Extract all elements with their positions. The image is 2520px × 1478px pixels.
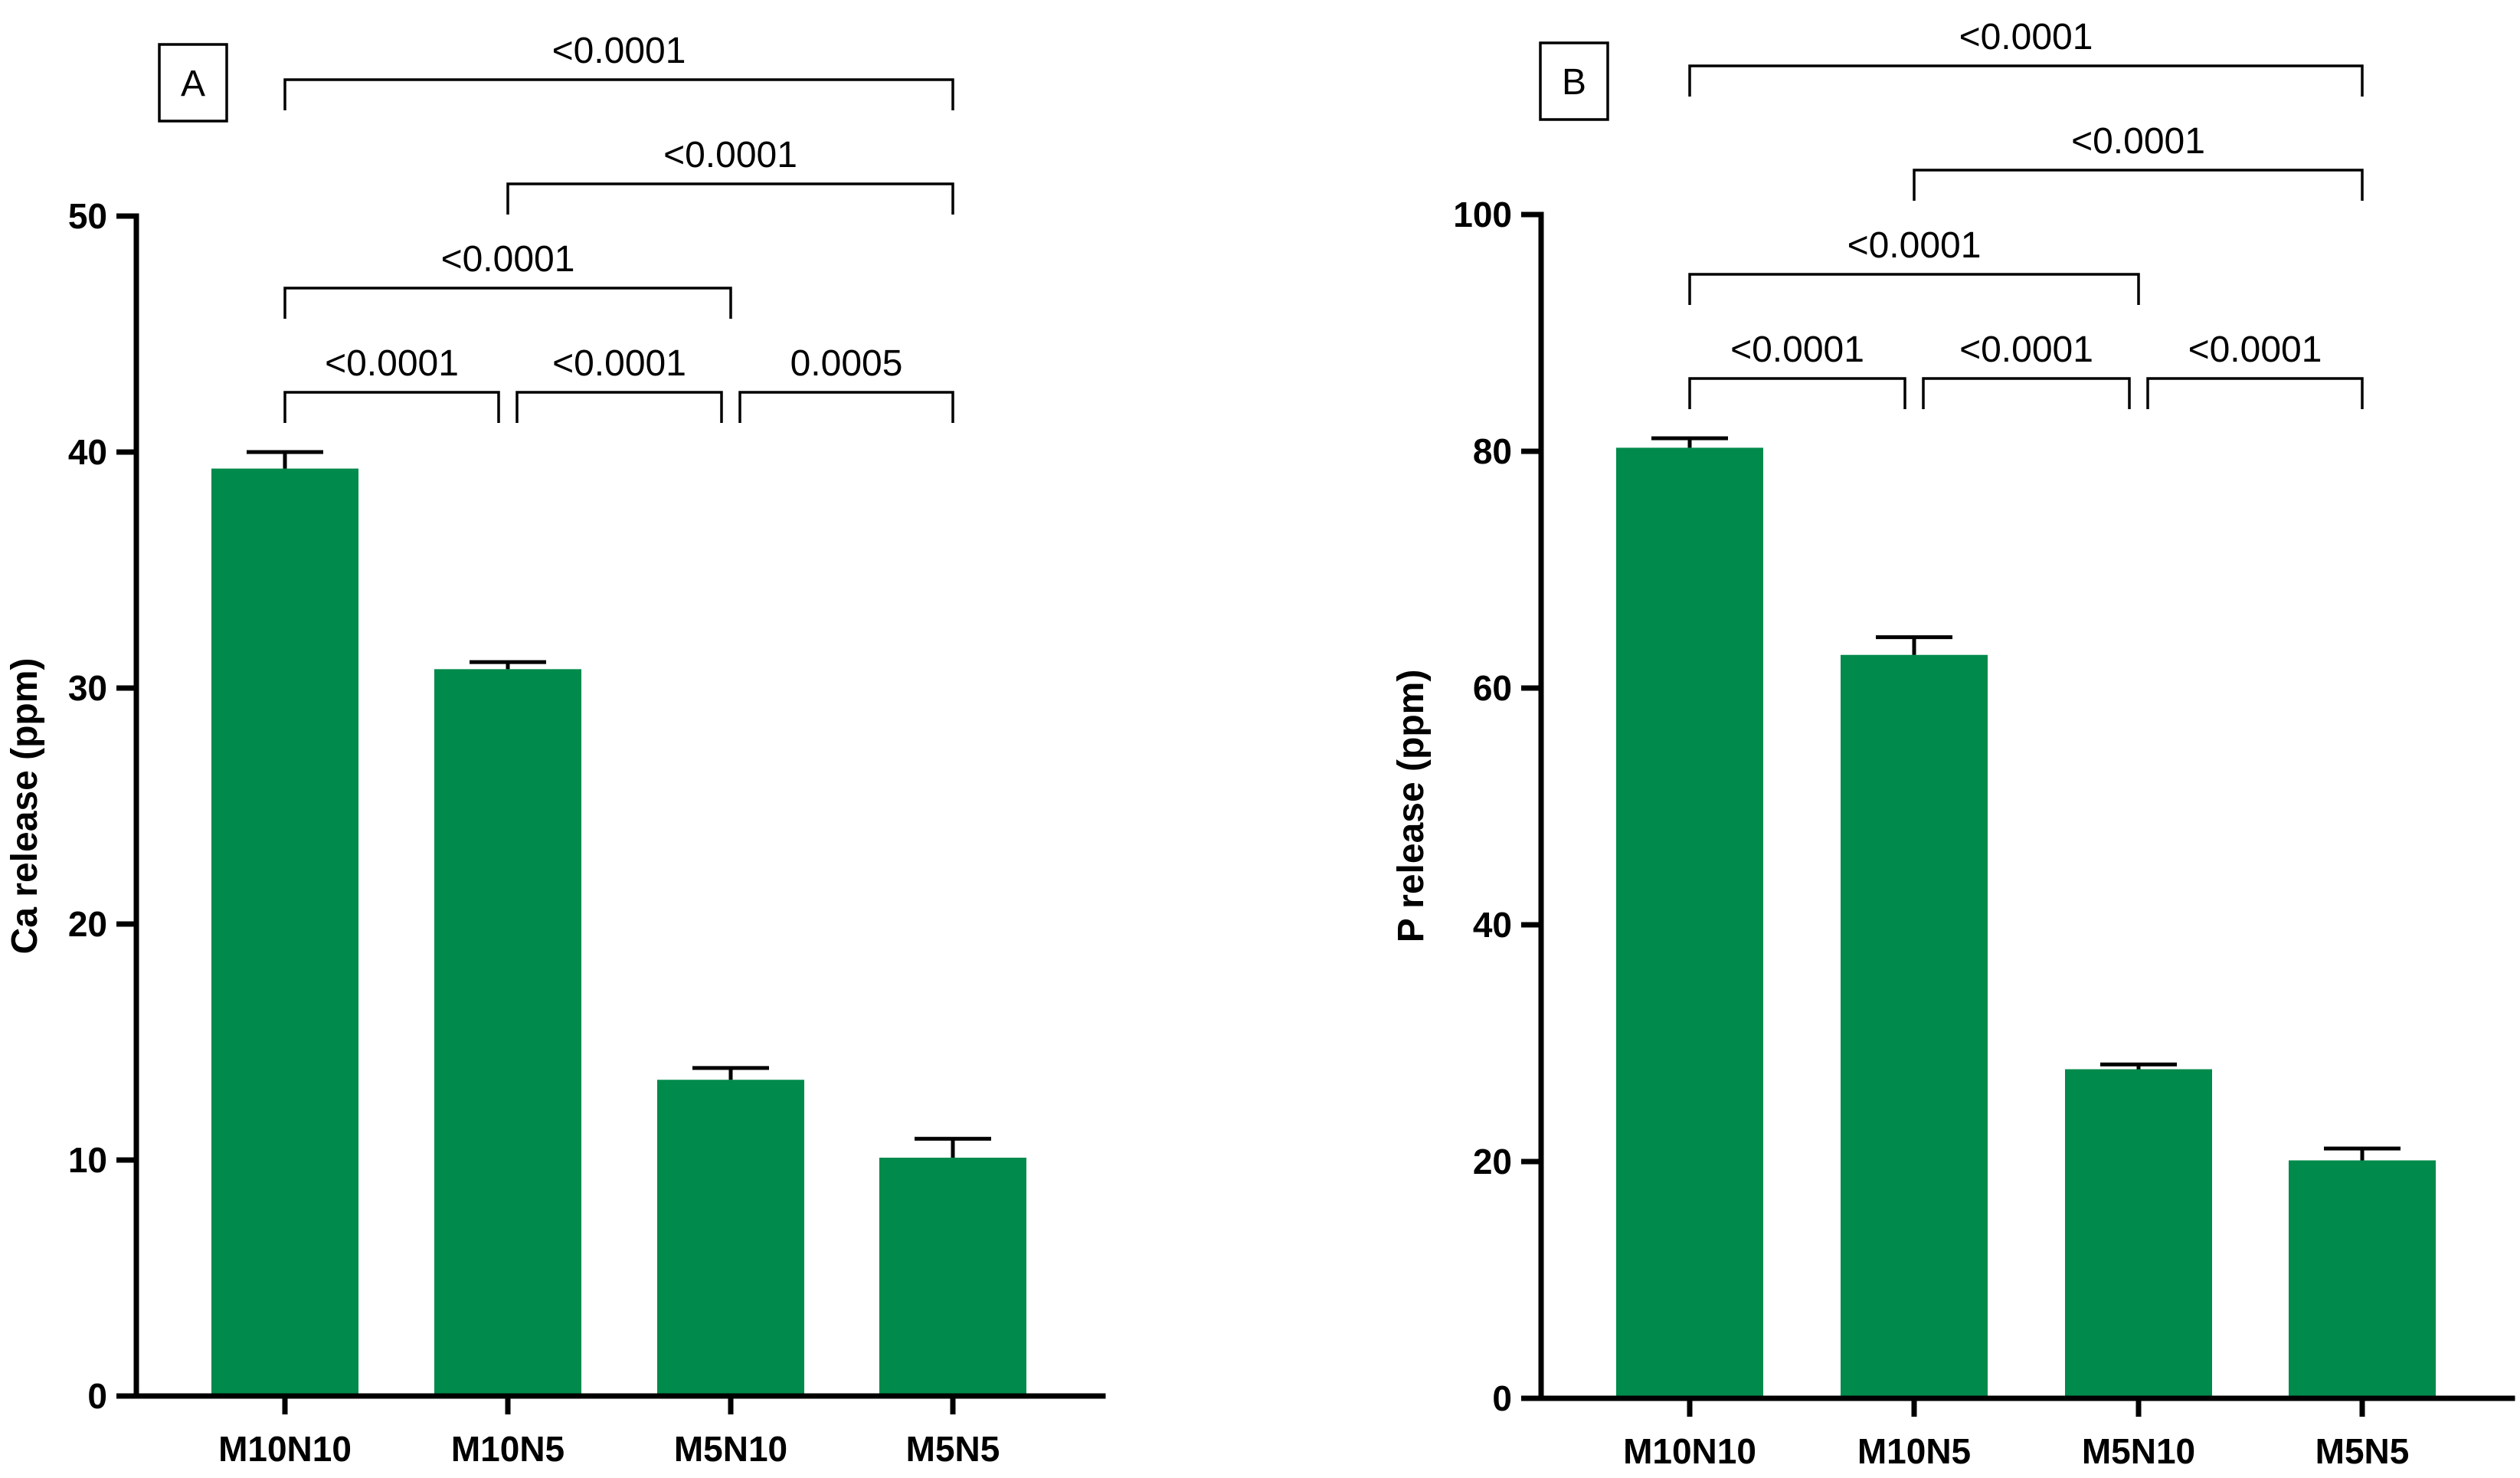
x-tick-label-m10n5: M10N5 [451,1429,565,1469]
p-value-label: <0.0001 [441,239,575,280]
panel-label-box [158,43,228,123]
y-axis-label: Ca release (ppm) [5,658,45,955]
p-value-label: <0.0001 [1959,329,2093,370]
y-tick-label: 10 [68,1140,107,1180]
y-tick-label: 0 [87,1376,107,1416]
bar-m10n10 [211,468,358,1396]
significance-bracket [2146,377,2364,409]
y-tick-label: 80 [1473,431,1512,471]
p-value-label: <0.0001 [552,343,686,384]
bar-m5n5 [2289,1160,2436,1398]
p-value-label: <0.0001 [2071,121,2205,162]
significance-bracket [515,391,723,423]
y-tick-label: 20 [1473,1142,1512,1181]
significance-bracket [506,182,954,215]
panel-label-box [1539,41,1609,121]
y-tick-label: 100 [1453,195,1512,234]
significance-bracket [283,287,732,319]
p-value-label: <0.0001 [1959,17,2093,57]
x-tick-label-m10n10: M10N10 [1623,1431,1756,1471]
p-value-label: <0.0001 [552,31,686,71]
y-axis-label: P release (ppm) [1391,670,1432,943]
bar-m10n5 [434,669,581,1396]
significance-bracket [1688,273,2140,305]
significance-bracket [283,391,500,423]
y-tick-label: 40 [68,432,107,472]
significance-bracket [283,78,954,110]
bar-m10n5 [1841,654,1988,1398]
p-value-label: <0.0001 [1847,225,1982,266]
bar-m5n5 [879,1157,1026,1396]
p-value-label: <0.0001 [325,343,459,384]
y-tick-label: 30 [68,668,107,708]
p-value-label: 0.0005 [790,343,903,384]
y-tick-label: 20 [68,904,107,944]
bar-m10n10 [1616,447,1763,1398]
x-tick-label-m5n10: M5N10 [2082,1431,2195,1471]
p-value-label: <0.0001 [1730,329,1864,370]
significance-bracket [1688,64,2364,97]
panel-b: B 0 20 40 60 80 100 M10N10 M10N5 M5N10 M5N5 P relea… [1391,17,2515,1471]
x-tick-label-m5n5: M5N5 [2315,1431,2410,1471]
significance-bracket [738,391,954,423]
x-tick-label-m10n10: M10N10 [218,1429,352,1469]
significance-bracket [1688,377,1906,409]
p-value-label: <0.0001 [663,135,797,175]
panel-label: B [1562,62,1586,103]
significance-bracket [1922,377,2131,409]
p-value-label: <0.0001 [2188,329,2322,370]
panel-a: A 0 10 20 30 40 50 M10N10 M10N5 M5N10 M5N5 Ca relea… [5,31,1106,1469]
panel-label: A [181,64,205,104]
y-tick-label: 40 [1473,905,1512,945]
y-tick-label: 50 [68,196,107,236]
significance-bracket [1913,169,2364,201]
x-tick-label-m5n5: M5N5 [906,1429,1000,1469]
y-tick-label: 0 [1492,1378,1512,1418]
bar-m5n10 [657,1080,804,1396]
x-tick-label-m10n5: M10N5 [1857,1431,1971,1471]
bar-m5n10 [2065,1069,2212,1398]
x-tick-label-m5n10: M5N10 [674,1429,787,1469]
y-tick-label: 60 [1473,668,1512,708]
